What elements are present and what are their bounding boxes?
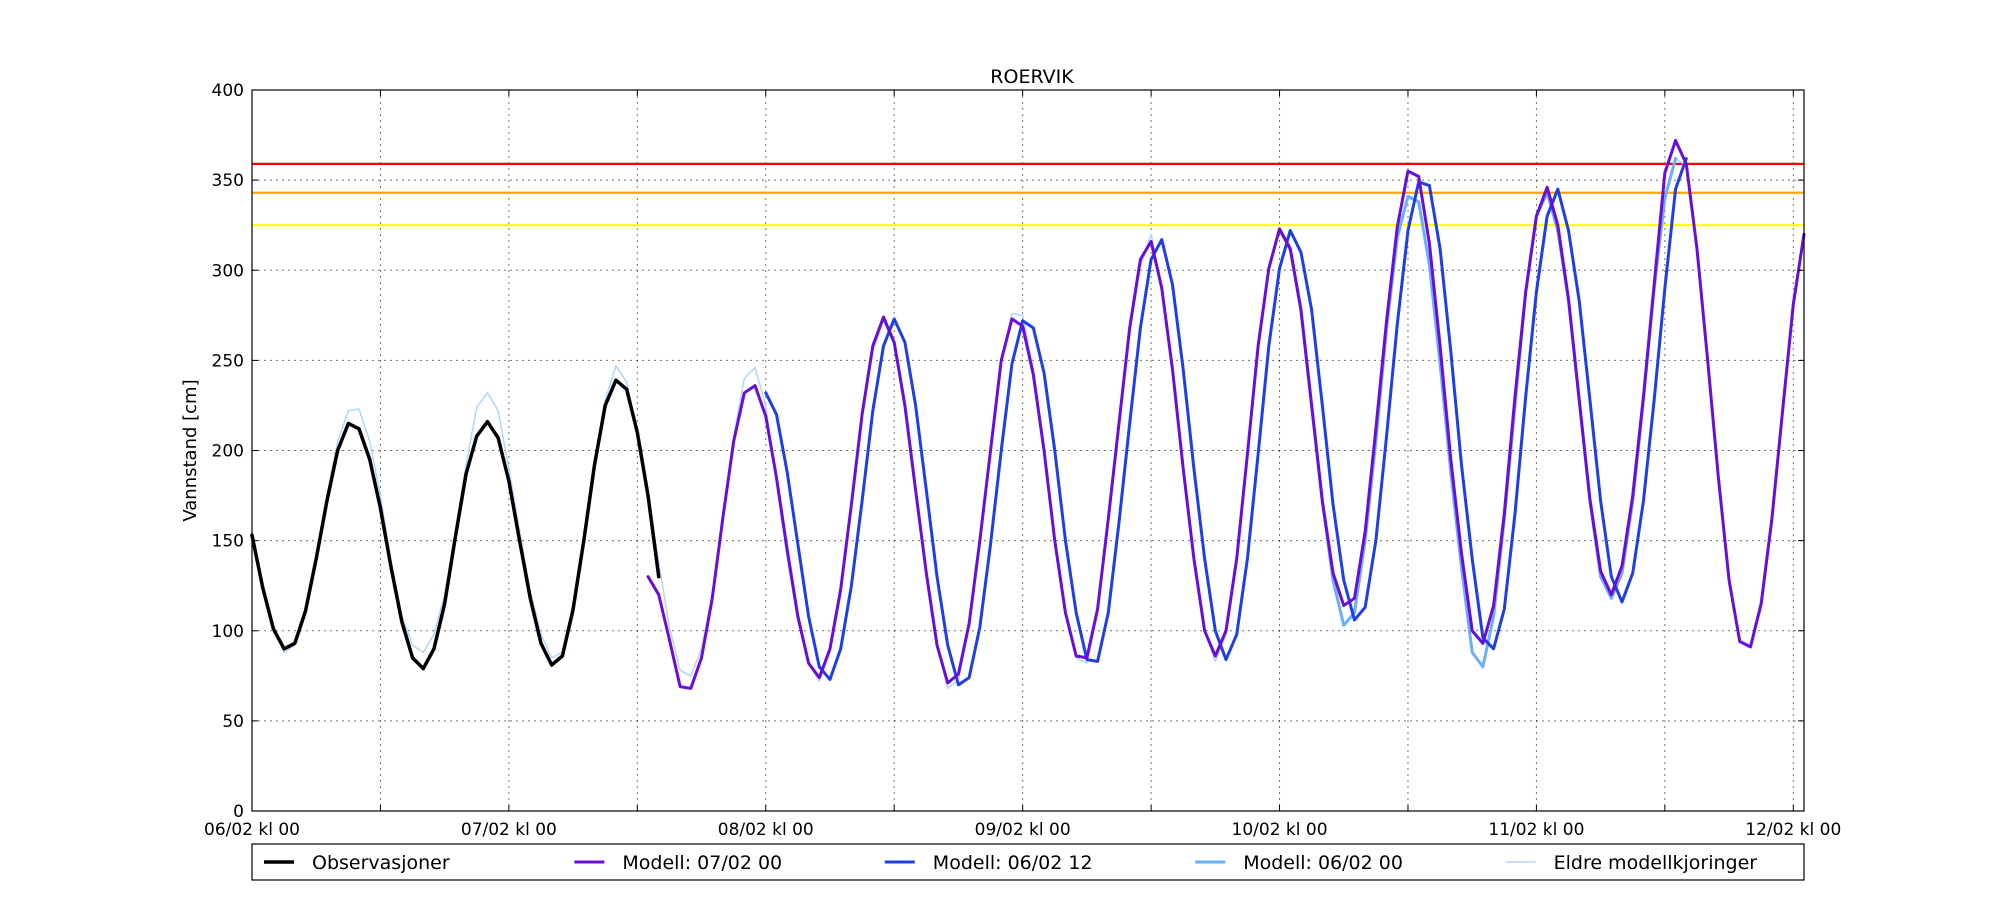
y-tick-label: 100 [212,622,244,642]
series-line-modell-06-02-00 [1278,157,1678,669]
y-tick-label: 400 [212,81,244,101]
series-line-observasjoner [250,378,661,671]
chart-title: ROERVIK [990,66,1074,88]
x-tick-label: 08/02 kl 00 [718,820,814,840]
series-line-modell-07-02-00 [646,138,1806,690]
x-tick-label: 09/02 kl 00 [975,820,1071,840]
y-tick-label: 350 [212,171,244,191]
legend-label: Eldre modellkjoringer [1554,852,1758,874]
y-tick-label: 200 [212,442,244,462]
series-lines [250,138,1806,690]
legend-label: Modell: 07/02 00 [622,852,782,874]
legend-label: Modell: 06/02 12 [933,852,1093,874]
y-tick-label: 50 [222,712,244,732]
y-tick-label: 300 [212,261,244,281]
x-tick-label: 11/02 kl 00 [1488,820,1584,840]
y-axis-title: Vannstand [cm] [180,379,201,521]
legend: Observasjoner Modell: 07/02 00 Modell: 06/… [251,843,1805,881]
y-tick-label: 250 [212,351,244,371]
legend-label: Modell: 06/02 00 [1243,852,1403,874]
grid-lines [252,90,1804,811]
threshold-lines [252,162,1804,227]
legend-box [251,843,1805,881]
series-line-modell-06-02-12 [764,157,1688,687]
legend-label: Observasjoner [312,852,450,874]
x-tick-label: 10/02 kl 00 [1232,820,1328,840]
x-tick-label: 06/02 kl 00 [204,820,300,840]
y-tick-label: 0 [233,802,244,822]
axis-ticks: 0 50 100 150 200 250 300 350 400 06/02 kl 00 07/02… [204,81,1841,840]
x-tick-label: 12/02 kl 00 [1745,820,1841,840]
y-tick-label: 150 [212,532,244,552]
x-tick-label: 07/02 kl 00 [461,820,557,840]
